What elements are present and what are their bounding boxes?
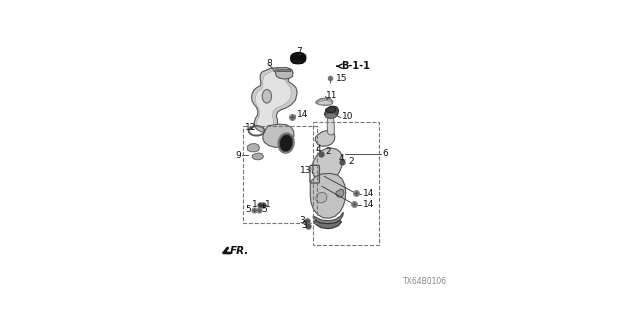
Text: 1: 1 bbox=[266, 200, 271, 209]
Polygon shape bbox=[326, 106, 336, 113]
Text: 3: 3 bbox=[300, 216, 305, 225]
Polygon shape bbox=[325, 113, 337, 118]
Bar bbox=[243, 126, 317, 223]
Polygon shape bbox=[310, 173, 346, 218]
Text: 13: 13 bbox=[300, 166, 311, 175]
Polygon shape bbox=[314, 220, 342, 228]
Polygon shape bbox=[252, 153, 264, 160]
Polygon shape bbox=[292, 58, 306, 60]
Text: 14: 14 bbox=[362, 200, 374, 209]
Text: FR.: FR. bbox=[230, 246, 249, 256]
Polygon shape bbox=[315, 131, 335, 146]
Polygon shape bbox=[275, 68, 293, 79]
Ellipse shape bbox=[279, 134, 293, 152]
Polygon shape bbox=[255, 72, 292, 130]
Polygon shape bbox=[277, 69, 291, 71]
Text: 2: 2 bbox=[326, 147, 331, 156]
Polygon shape bbox=[252, 68, 297, 132]
Text: 3: 3 bbox=[301, 221, 307, 230]
Polygon shape bbox=[316, 192, 327, 203]
Text: 14: 14 bbox=[296, 110, 308, 119]
Polygon shape bbox=[324, 106, 339, 118]
Polygon shape bbox=[327, 117, 335, 135]
Text: 5: 5 bbox=[261, 205, 267, 214]
Polygon shape bbox=[313, 212, 343, 225]
Bar bbox=[313, 122, 378, 245]
Polygon shape bbox=[336, 189, 344, 197]
Polygon shape bbox=[312, 148, 342, 182]
Text: 9: 9 bbox=[236, 151, 241, 160]
Text: 12: 12 bbox=[244, 123, 256, 132]
Text: 11: 11 bbox=[326, 91, 337, 100]
Text: 10: 10 bbox=[342, 112, 353, 121]
Polygon shape bbox=[317, 100, 332, 105]
Polygon shape bbox=[262, 124, 294, 147]
Polygon shape bbox=[316, 98, 333, 105]
Text: 2: 2 bbox=[349, 156, 355, 166]
Text: 4: 4 bbox=[316, 145, 321, 154]
Polygon shape bbox=[247, 144, 259, 152]
Ellipse shape bbox=[262, 90, 271, 103]
Polygon shape bbox=[291, 52, 306, 64]
Text: 4: 4 bbox=[339, 154, 344, 163]
Text: 5: 5 bbox=[245, 205, 251, 214]
Text: 6: 6 bbox=[383, 149, 388, 158]
Text: 8: 8 bbox=[266, 59, 272, 68]
Text: B-1-1: B-1-1 bbox=[341, 61, 370, 71]
Text: 14: 14 bbox=[362, 188, 374, 198]
Text: TX64B0106: TX64B0106 bbox=[403, 277, 447, 286]
Text: 1: 1 bbox=[252, 200, 258, 209]
Text: 7: 7 bbox=[296, 47, 302, 56]
Polygon shape bbox=[292, 55, 306, 57]
Text: 15: 15 bbox=[336, 74, 348, 83]
